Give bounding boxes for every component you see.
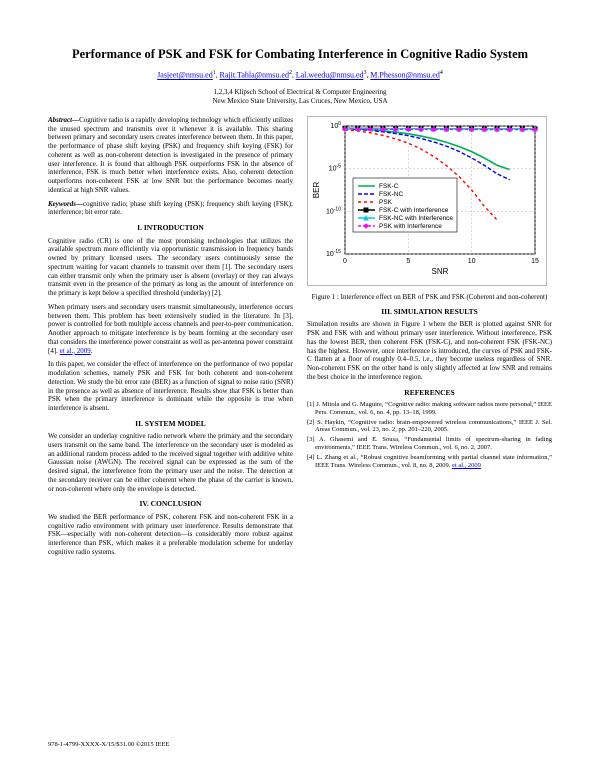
author-4[interactable]: M.Phesson@nmsu.ed	[370, 71, 440, 80]
ref-3: [3] A. Ghasemi and E. Sousa, “Fundamenta…	[307, 436, 552, 452]
ref-4-link[interactable]: et al., 2009	[452, 462, 481, 469]
author-list: Jasjeet@nmsu.ed1, Rajit.Tahla@nmsu.ed2, …	[48, 70, 552, 80]
paper-title: Performance of PSK and FSK for Combating…	[48, 46, 552, 62]
ref-2: [2] S. Haykin, “Cognitive radio: brain-e…	[307, 419, 552, 435]
svg-text:15: 15	[531, 258, 539, 265]
model-heading: II. SYSTEM MODEL	[48, 419, 293, 428]
left-column: Abstract—Cognitive radio is a rapidly de…	[48, 116, 293, 562]
affiliation: 1,2,3,4 Klipsch School of Electrical & C…	[48, 88, 552, 106]
figure-1: 05101510-1510-1010-5100SNRBERFSK-CFSK-NC…	[307, 116, 552, 289]
ref-4: [4] L. Zhang et al., “Robust cognitive b…	[307, 454, 552, 470]
ber-chart: 05101510-1510-1010-5100SNRBERFSK-CFSK-NC…	[307, 116, 547, 286]
concl-heading: IV. CONCLUSION	[48, 499, 293, 508]
svg-text:0: 0	[343, 258, 347, 265]
concl-p1: We studied the BER performance of PSK, c…	[48, 513, 293, 557]
intro-p3: In this paper, we consider the effect of…	[48, 360, 293, 413]
refs-heading: REFERENCES	[307, 388, 552, 397]
svg-text:PSK: PSK	[379, 199, 393, 206]
abstract: Abstract—Cognitive radio is a rapidly de…	[48, 116, 293, 195]
model-p1: We consider an underlay cognitive radio …	[48, 432, 293, 493]
intro-p2: When primary users and secondary users t…	[48, 303, 293, 356]
results-p1: Simulation results are shown in Figure 1…	[307, 320, 552, 381]
intro-heading: I. INTRODUCTION	[48, 223, 293, 232]
references: [1] J. Mitola and G. Maguire, “Cognitive…	[307, 401, 552, 469]
svg-text:SNR: SNR	[432, 267, 449, 276]
svg-text:BER: BER	[312, 181, 321, 198]
svg-text:10: 10	[468, 258, 476, 265]
svg-text:FSK-NC: FSK-NC	[379, 191, 404, 198]
svg-text:FSK-C: FSK-C	[379, 183, 399, 190]
figure-1-caption: Figure 1 : Interference effect on BER of…	[307, 293, 552, 301]
results-heading: III. SIMULATION RESULTS	[307, 307, 552, 316]
intro-p1: Cognitive radio (CR) is one of the most …	[48, 237, 293, 298]
keywords: Keywords—cognitive radio; phase shift ke…	[48, 200, 293, 218]
svg-text:FSK-NC with Interference: FSK-NC with Interference	[379, 215, 453, 222]
author-3[interactable]: Lal.weedu@nmsu.ed	[296, 71, 364, 80]
inline-ref-link[interactable]: et al., 2009	[60, 347, 91, 355]
right-column: 05101510-1510-1010-5100SNRBERFSK-CFSK-NC…	[307, 116, 552, 562]
author-2[interactable]: Rajit.Tahla@nmsu.ed	[219, 71, 288, 80]
author-1[interactable]: Jasjeet@nmsu.ed	[157, 71, 213, 80]
ref-1: [1] J. Mitola and G. Maguire, “Cognitive…	[307, 401, 552, 417]
svg-text:5: 5	[406, 258, 410, 265]
svg-text:FSK-C with Interference: FSK-C with Interference	[379, 207, 449, 214]
footer-conference: 978-1-4799-XXXX-X/15/$31.00 ©2015 IEEE	[48, 741, 169, 748]
svg-text:PSK with Interference: PSK with Interference	[379, 223, 442, 230]
